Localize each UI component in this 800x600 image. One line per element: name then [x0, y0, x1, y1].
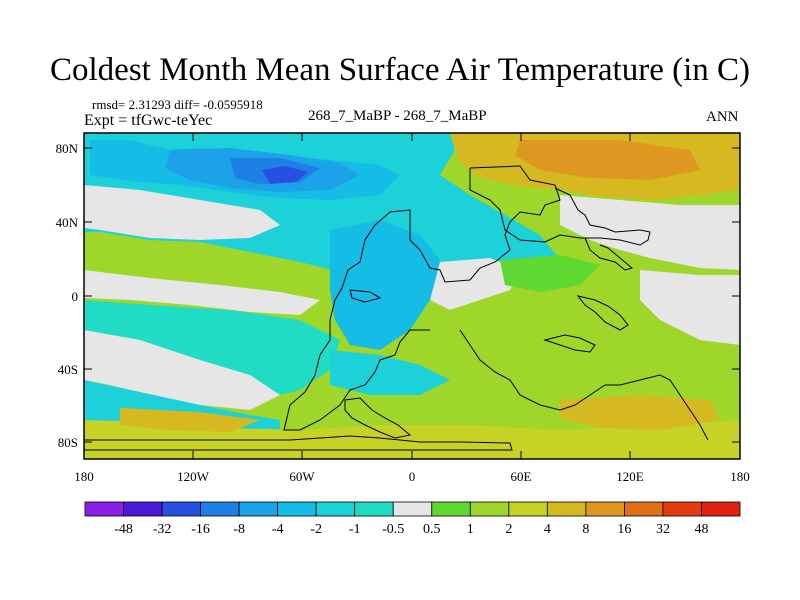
lon-label-60e: 60E — [511, 469, 532, 484]
colorbar-swatch — [161, 501, 201, 517]
coastline-antarctica — [84, 435, 513, 451]
coastline-southasia — [584, 237, 634, 271]
coastline-africa — [459, 329, 709, 441]
warmer-region-arctic — [515, 140, 700, 180]
colorbar-swatch — [238, 501, 279, 517]
colorbar-label: -2 — [310, 522, 322, 537]
colorbar-label: -32 — [153, 522, 172, 537]
coastlines — [84, 165, 709, 451]
lat-tick-marks — [84, 147, 740, 443]
lon-label-180w: 180 — [74, 469, 94, 484]
colorbar-labels: -48 -32 -16 -8 -4 -2 -1 -0.5 0.5 1 2 4 8 16 32 48 — [114, 522, 708, 537]
coastline-eurasia — [469, 168, 651, 246]
neutral-region-atlantic — [430, 258, 520, 310]
colorbar-swatch — [431, 501, 471, 517]
colorbar-swatch — [84, 501, 124, 517]
colorbar-swatch — [585, 501, 625, 517]
coastline-americas — [283, 165, 561, 431]
colorbar-label: 48 — [694, 522, 708, 537]
lon-label-0: 0 — [409, 469, 416, 484]
experiment-label: Expt = tfGwc-teYec — [84, 112, 213, 129]
lat-label-80s: 80S — [58, 435, 78, 450]
colorbar-label: -48 — [114, 522, 133, 537]
neutral-region-equator-w — [84, 270, 320, 315]
warmer-region-southeast — [560, 395, 720, 430]
colorbar-swatch — [123, 501, 163, 517]
colorbar-swatch — [354, 501, 394, 517]
light-warm-patch — [500, 255, 600, 292]
colorbar-label: -16 — [191, 522, 210, 537]
lat-label-40n: 40N — [56, 215, 79, 230]
coastline-antarctic-peninsula — [344, 397, 412, 439]
coastline-australia — [543, 334, 596, 353]
lon-label-180e: 180 — [730, 469, 750, 484]
colorbar-label: 0.5 — [423, 522, 441, 537]
cool-region-southern-ocean — [330, 350, 450, 395]
warm-region-south — [84, 420, 740, 459]
colorbar-swatch — [200, 501, 240, 517]
coldest-spot — [262, 166, 308, 184]
colorbar-swatch — [662, 501, 702, 517]
colorbar-label: 8 — [582, 522, 589, 537]
colorbar-swatch — [469, 501, 510, 517]
lon-label-120w: 120W — [177, 469, 210, 484]
neutral-region-south — [84, 330, 280, 410]
coastline-maritime — [576, 295, 629, 331]
colorbar-label: -4 — [272, 522, 284, 537]
colorbar-label: -8 — [233, 522, 245, 537]
lat-label-0: 0 — [72, 289, 79, 304]
colorbar-swatch — [546, 501, 587, 517]
neutral-region-north — [84, 185, 280, 240]
lat-label-80n: 80N — [56, 141, 79, 156]
colorbar-label: 2 — [505, 522, 512, 537]
neutral-region-equator-e — [640, 270, 740, 345]
colorbar-swatch — [392, 501, 433, 517]
lon-label-120e: 120E — [616, 469, 644, 484]
light-cool-region-south — [84, 300, 340, 400]
stats-text: rmsd= 2.31293 diff= -0.0595918 — [92, 97, 263, 112]
lon-tick-marks — [83, 133, 741, 459]
colorbar-label: -0.5 — [382, 522, 404, 537]
colorbar-swatch — [624, 501, 664, 517]
temperature-field — [84, 133, 740, 459]
colorbar-swatch — [277, 501, 317, 517]
lon-tick-labels: 180 120W 60W 0 60E 120E 180 — [74, 469, 750, 484]
colorbar-label: 32 — [656, 522, 670, 537]
colorbar-swatch — [701, 501, 741, 517]
colorbar-swatch — [508, 501, 548, 517]
colorbar-label: -1 — [349, 522, 361, 537]
season-label: ANN — [706, 109, 739, 125]
lon-label-60w: 60W — [289, 469, 315, 484]
colorbar-label: 1 — [467, 522, 474, 537]
colorbar-label: 16 — [617, 522, 631, 537]
chart-title: Coldest Month Mean Surface Air Temperatu… — [50, 52, 750, 88]
coastline-isthmus — [349, 289, 382, 303]
colorbar — [84, 501, 741, 517]
cool-region-tropics — [330, 220, 440, 350]
runs-label: 268_7_MaBP - 268_7_MaBP — [308, 108, 487, 124]
lat-label-40s: 40S — [58, 362, 78, 377]
lat-tick-labels: 80N 40N 0 40S 80S — [56, 141, 79, 450]
colorbar-label: 4 — [544, 522, 551, 537]
warmer-region-south — [120, 408, 260, 432]
colorbar-swatch — [315, 501, 356, 517]
